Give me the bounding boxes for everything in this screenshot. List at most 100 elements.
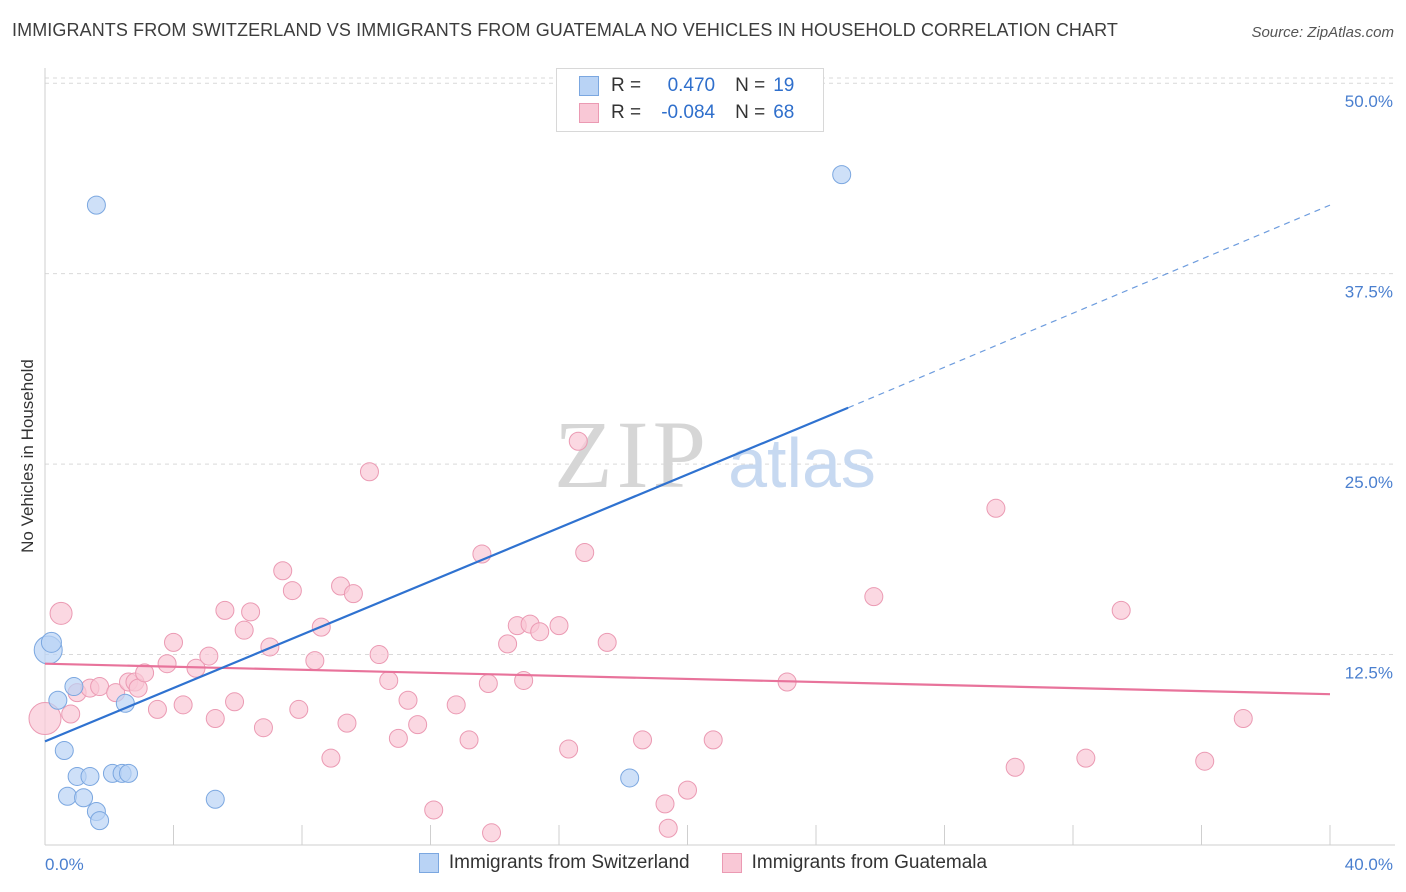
point-guatemala [549, 616, 569, 636]
correlation-legend: R = 0.470 N = 19 R = -0.084 N = 68 [556, 68, 824, 132]
legend-item-guatemala: Immigrants from Guatemala [721, 852, 988, 874]
point-guatemala [597, 632, 617, 652]
point-switzerland [80, 766, 100, 786]
point-guatemala [408, 715, 428, 735]
tick-labels: 12.5% 25.0% 37.5% 50.0% 0.0% 40.0% [45, 92, 1393, 874]
point-switzerland [40, 631, 62, 653]
point-guatemala [1076, 748, 1096, 768]
point-guatemala [225, 692, 245, 712]
point-switzerland [74, 788, 94, 808]
legend-n-label: N = [735, 75, 766, 96]
legend-item-switzerland: Immigrants from Switzerland [418, 852, 690, 874]
trend-line-switzerland-extension [847, 204, 1331, 409]
point-guatemala [273, 561, 293, 581]
legend-row-guatemala: R = -0.084 N = 68 [579, 100, 794, 126]
point-guatemala [559, 739, 579, 759]
point-guatemala [282, 581, 302, 601]
point-guatemala [398, 690, 418, 710]
point-switzerland [119, 763, 139, 783]
legend-n-value: 19 [773, 75, 795, 96]
y-tick-label: 50.0% [1345, 92, 1393, 111]
point-guatemala [530, 622, 550, 642]
legend-r-label: R = [611, 75, 642, 96]
point-guatemala [241, 602, 261, 622]
swatch-guatemala [721, 853, 742, 873]
point-guatemala [482, 823, 502, 843]
chart-title: IMMIGRANTS FROM SWITZERLAND VS IMMIGRANT… [12, 20, 1119, 40]
legend-row-switzerland: R = 0.470 N = 19 [579, 73, 794, 99]
point-guatemala [864, 587, 884, 607]
point-guatemala [1005, 757, 1025, 777]
point-guatemala [575, 542, 595, 562]
point-guatemala [234, 620, 254, 640]
legend-label-switzerland: Immigrants from Switzerland [448, 852, 690, 873]
legend-r-value: 0.470 [667, 75, 716, 96]
point-switzerland [86, 195, 106, 215]
point-guatemala [61, 704, 81, 724]
point-guatemala [173, 695, 193, 715]
point-guatemala [658, 818, 678, 838]
swatch-guatemala [579, 103, 599, 123]
point-guatemala [343, 584, 363, 604]
point-guatemala [655, 794, 675, 814]
swatch-switzerland [579, 76, 599, 96]
data-points [28, 165, 1253, 843]
point-guatemala [1233, 709, 1253, 729]
swatch-switzerland [418, 853, 439, 873]
watermark-atlas: atlas [728, 424, 876, 502]
x-tick-label: 40.0% [1345, 855, 1393, 874]
point-guatemala [205, 709, 225, 729]
point-switzerland [48, 690, 68, 710]
x-tick-label: 0.0% [45, 855, 84, 874]
legend-r-value: -0.084 [661, 102, 716, 123]
point-guatemala [157, 654, 177, 674]
series-legend: Immigrants from Switzerland Immigrants f… [0, 852, 1406, 874]
trend-line-guatemala [44, 662, 1331, 696]
point-guatemala [359, 462, 379, 482]
point-switzerland [57, 786, 77, 806]
point-guatemala [633, 730, 653, 750]
trend-lines [44, 204, 1331, 743]
point-guatemala [164, 632, 183, 652]
point-switzerland [90, 811, 110, 831]
point-guatemala [305, 651, 325, 671]
point-switzerland [54, 741, 74, 761]
point-switzerland [205, 789, 225, 809]
point-guatemala [135, 663, 155, 683]
source-label: Source: ZipAtlas.com [1251, 24, 1394, 41]
point-guatemala [147, 699, 167, 719]
legend-label-guatemala: Immigrants from Guatemala [751, 852, 988, 873]
point-guatemala [703, 730, 723, 750]
axes [44, 68, 1395, 846]
point-switzerland [64, 677, 84, 697]
point-guatemala [459, 730, 479, 750]
point-guatemala [49, 601, 73, 625]
point-guatemala [424, 800, 444, 820]
trend-line-switzerland [44, 406, 849, 743]
point-guatemala [678, 780, 697, 800]
point-guatemala [337, 713, 357, 733]
watermark: ZIP atlas [554, 401, 876, 508]
legend-n-value: 68 [773, 102, 795, 123]
point-guatemala [321, 748, 341, 768]
y-tick-label: 25.0% [1345, 473, 1393, 492]
legend-n-label: N = [735, 102, 766, 123]
point-guatemala [253, 718, 273, 738]
point-switzerland [832, 165, 852, 185]
gridlines [45, 77, 1395, 656]
point-guatemala [478, 674, 498, 694]
point-guatemala [388, 728, 408, 748]
y-tick-label: 37.5% [1345, 283, 1393, 302]
point-guatemala [199, 646, 219, 666]
point-guatemala [1111, 600, 1131, 620]
point-guatemala [379, 670, 399, 690]
point-guatemala [498, 634, 518, 654]
point-guatemala [28, 702, 62, 736]
point-guatemala [446, 695, 466, 715]
y-tick-label: 12.5% [1345, 664, 1393, 683]
point-guatemala [1195, 751, 1215, 771]
point-guatemala [369, 645, 389, 665]
point-guatemala [986, 498, 1006, 518]
watermark-zip: ZIP [554, 401, 710, 508]
